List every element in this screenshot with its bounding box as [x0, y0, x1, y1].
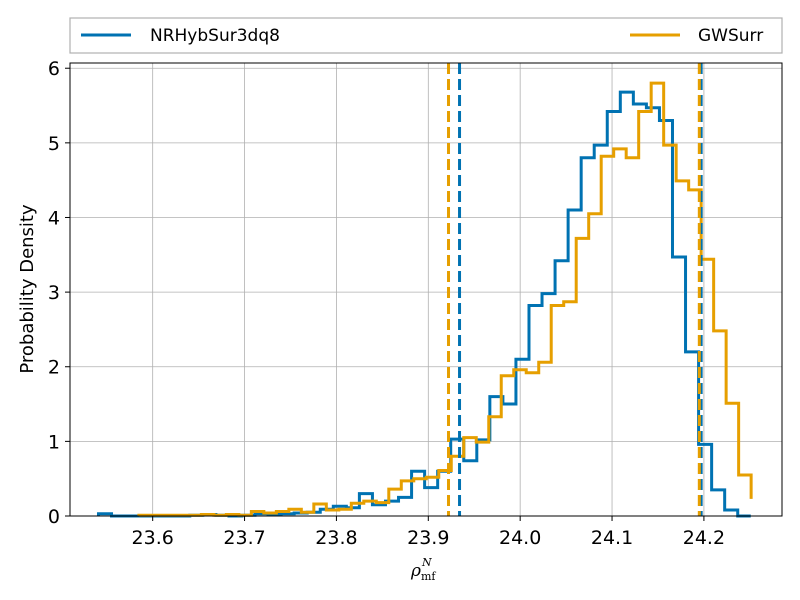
plot-frame	[69, 62, 783, 517]
x-axis-label-subscript: mf	[421, 570, 436, 583]
y-tick-label-0: 0	[48, 506, 60, 528]
x-tick-label-3: 23.9	[407, 527, 449, 549]
y-axis-ticks: 0 1 2 3 4 5 6	[48, 58, 70, 528]
y-tick-label-6: 6	[48, 58, 60, 80]
x-tick-label-5: 24.1	[591, 527, 633, 549]
x-axis-label-symbol: ρ	[410, 561, 421, 581]
x-tick-label-2: 23.8	[315, 527, 357, 549]
x-tick-label-1: 23.7	[223, 527, 265, 549]
x-tick-label-0: 23.6	[132, 527, 174, 549]
legend-label-nrhybsur3dq8: NRHybSur3dq8	[150, 26, 280, 46]
x-axis-label: ρ N mf	[410, 556, 436, 583]
y-tick-label-3: 3	[48, 282, 60, 304]
x-tick-label-4: 24.0	[499, 527, 541, 549]
y-tick-label-1: 1	[48, 431, 60, 453]
x-axis-ticks: 23.6 23.7 23.8 23.9 24.0 24.1 24.2	[132, 516, 725, 549]
legend-label-gwsurr: GWSurr	[698, 26, 763, 46]
y-tick-label-5: 5	[48, 133, 60, 155]
legend: NRHybSur3dq8 GWSurr	[69, 17, 783, 54]
x-axis-label-superscript: N	[421, 556, 432, 569]
credible-interval-lines	[447, 63, 703, 516]
y-tick-label-4: 4	[48, 207, 60, 229]
x-tick-label-6: 24.2	[683, 527, 725, 549]
histogram-series-gwsurr	[137, 81, 753, 517]
y-tick-label-2: 2	[48, 357, 60, 379]
y-axis-label: Probability Density	[17, 204, 38, 374]
